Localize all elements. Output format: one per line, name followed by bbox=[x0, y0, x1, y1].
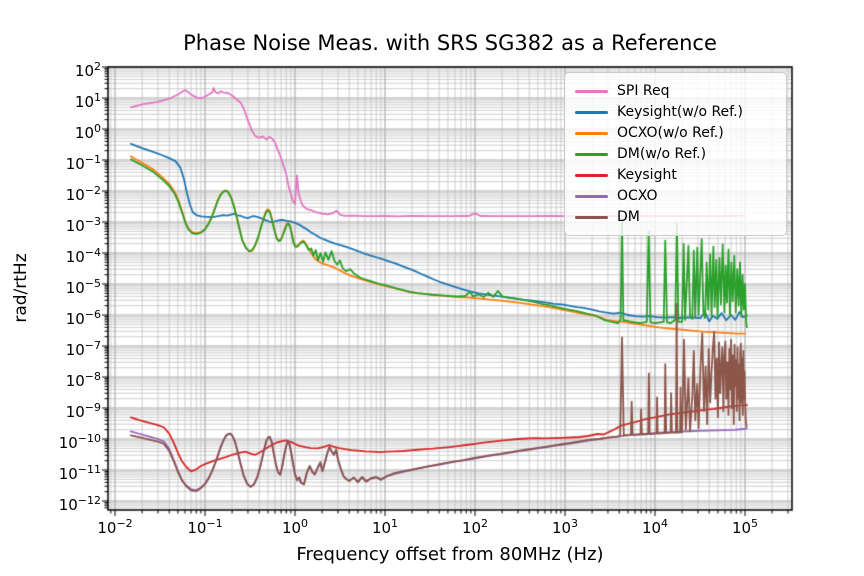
legend-item: Keysight(w/o Ref.) bbox=[575, 102, 776, 122]
x-tick-label: 101 bbox=[371, 517, 399, 537]
chart-title: Phase Noise Meas. with SRS SG382 as a Re… bbox=[183, 31, 717, 55]
x-tick-label: 100 bbox=[281, 517, 309, 537]
y-tick-label: 10−2 bbox=[65, 184, 101, 204]
legend-item-label: OCXO bbox=[617, 188, 658, 204]
legend: SPI Req Keysight(w/o Ref.) OCXO(w/o Ref.) D… bbox=[564, 72, 787, 236]
legend-item: OCXO bbox=[575, 186, 776, 206]
legend-item-label: Keysight bbox=[617, 167, 677, 183]
legend-line-swatch bbox=[575, 131, 608, 135]
y-tick-label: 100 bbox=[74, 122, 101, 142]
legend-item-label: DM bbox=[617, 209, 640, 225]
legend-line-swatch bbox=[575, 110, 608, 114]
legend-item: SPI Req bbox=[575, 81, 776, 101]
legend-item: DM bbox=[575, 207, 776, 227]
y-tick-label: 10−4 bbox=[65, 246, 101, 266]
y-tick-label: 10−3 bbox=[65, 215, 101, 235]
y-tick-label: 102 bbox=[74, 60, 101, 80]
y-tick-label: 10−9 bbox=[65, 401, 101, 421]
y-tick-label: 10−10 bbox=[58, 432, 101, 452]
x-axis-label: Frequency offset from 80MHz (Hz) bbox=[296, 544, 604, 565]
legend-item: OCXO(w/o Ref.) bbox=[575, 123, 776, 143]
legend-item-label: OCXO(w/o Ref.) bbox=[617, 125, 724, 141]
legend-line-swatch bbox=[575, 89, 608, 93]
x-tick-label: 103 bbox=[551, 517, 579, 537]
y-tick-label: 10−12 bbox=[58, 494, 101, 514]
legend-item: DM(w/o Ref.) bbox=[575, 144, 776, 164]
y-tick-label: 10−5 bbox=[65, 277, 101, 297]
y-tick-label: 10−11 bbox=[58, 463, 101, 483]
legend-line-swatch bbox=[575, 152, 608, 156]
legend-line-swatch bbox=[575, 215, 608, 219]
y-tick-label: 10−1 bbox=[65, 153, 101, 173]
y-tick-label: 101 bbox=[74, 91, 101, 111]
x-tick-label: 105 bbox=[731, 517, 759, 537]
x-tick-label: 10−2 bbox=[97, 517, 133, 537]
legend-line-swatch bbox=[575, 194, 608, 198]
legend-item-label: Keysight(w/o Ref.) bbox=[617, 104, 743, 120]
y-tick-label: 10−7 bbox=[65, 339, 101, 359]
y-tick-label: 10−6 bbox=[65, 308, 101, 328]
legend-line-swatch bbox=[575, 173, 608, 177]
x-tick-label: 104 bbox=[641, 517, 669, 537]
x-tick-label: 102 bbox=[461, 517, 489, 537]
y-tick-label: 10−8 bbox=[65, 370, 101, 390]
legend-item: Keysight bbox=[575, 165, 776, 185]
legend-item-label: DM(w/o Ref.) bbox=[617, 146, 707, 162]
legend-item-label: SPI Req bbox=[617, 83, 670, 99]
x-tick-label: 10−1 bbox=[187, 517, 223, 537]
